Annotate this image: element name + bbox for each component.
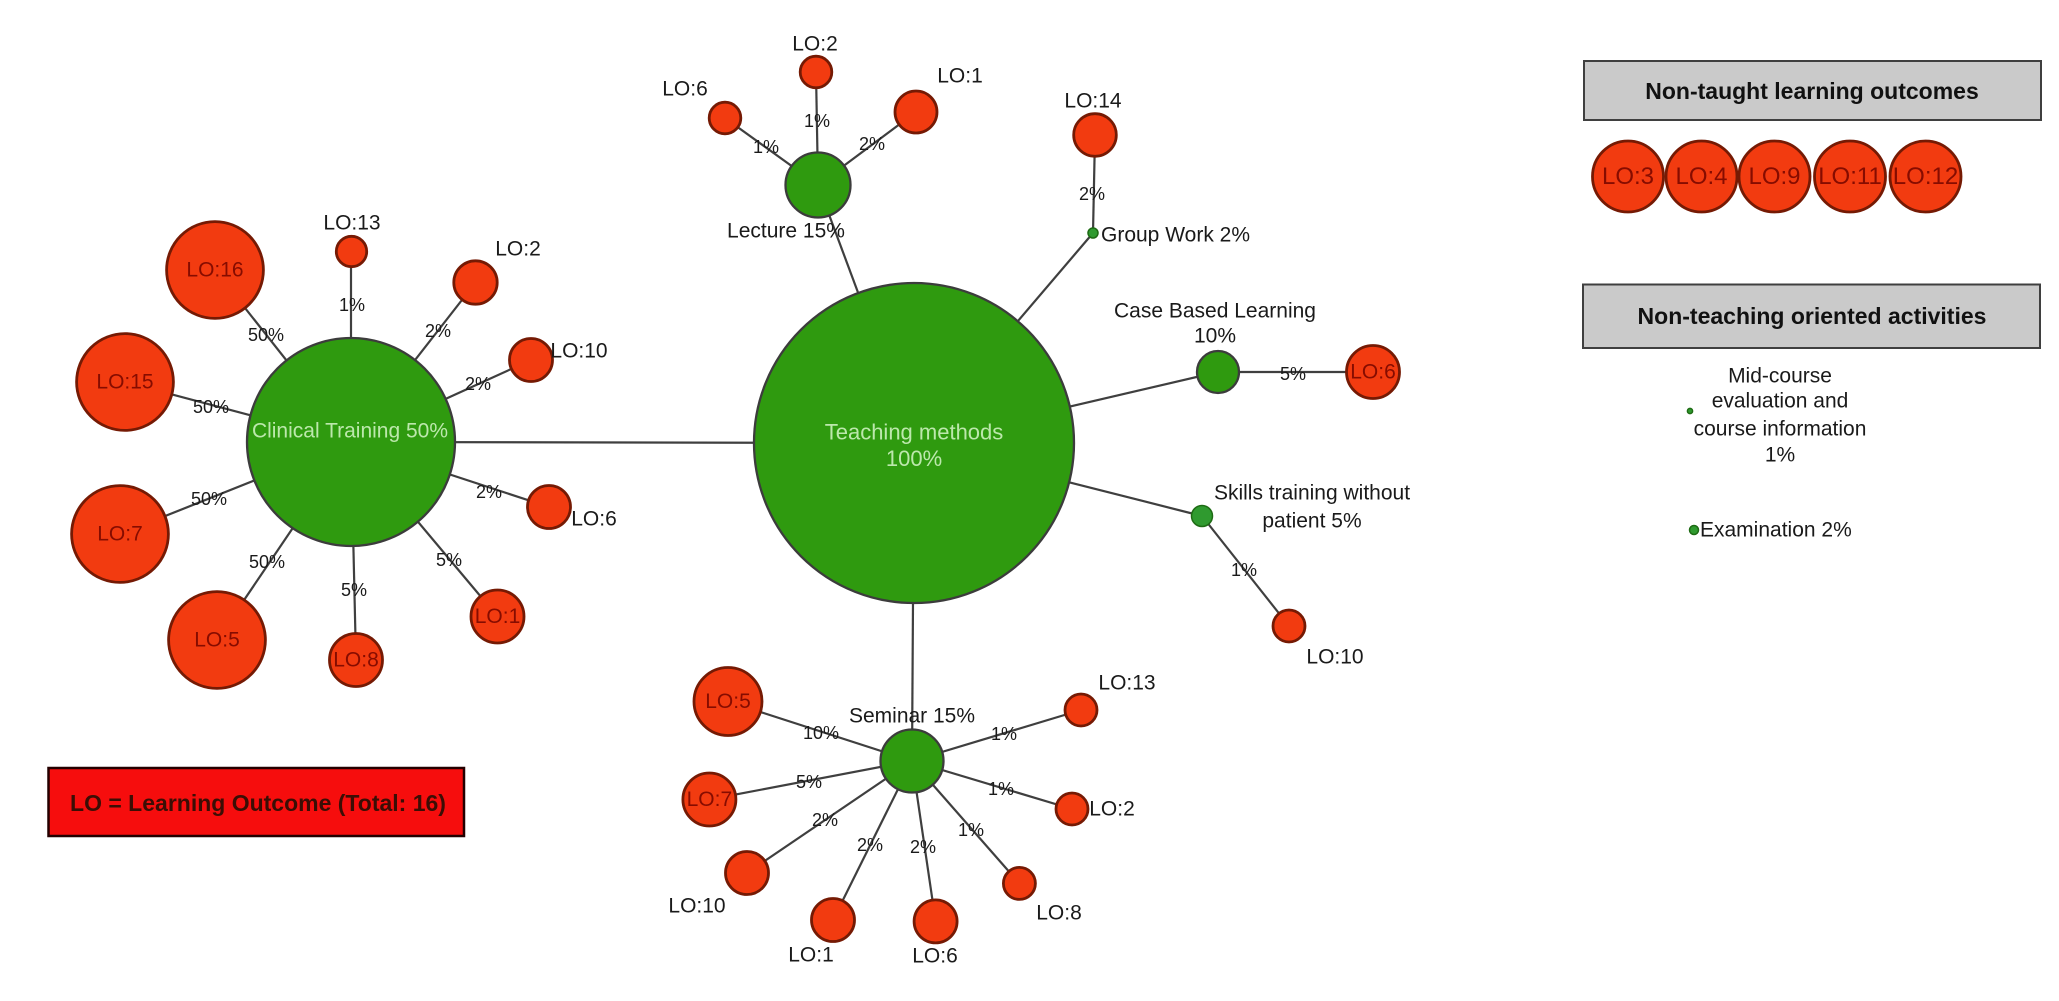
svg-text:1%: 1% — [804, 111, 830, 131]
svg-text:Skills training without: Skills training without — [1214, 482, 1410, 505]
svg-text:1%: 1% — [958, 820, 984, 840]
svg-text:Non-teaching oriented activiti: Non-teaching oriented activities — [1638, 303, 1987, 329]
svg-text:LO:2: LO:2 — [792, 33, 838, 56]
svg-text:LO:6: LO:6 — [912, 945, 958, 968]
svg-text:LO = Learning Outcome (Total:: LO = Learning Outcome (Total: 16) — [70, 790, 446, 816]
svg-text:LO:1: LO:1 — [788, 944, 834, 967]
svg-text:LO:2: LO:2 — [1089, 798, 1135, 821]
svg-text:10%: 10% — [803, 723, 839, 743]
svg-text:LO:16: LO:16 — [186, 259, 243, 282]
svg-text:1%: 1% — [339, 295, 365, 315]
svg-text:LO:10: LO:10 — [1306, 646, 1363, 669]
svg-text:LO:10: LO:10 — [668, 895, 725, 918]
svg-text:1%: 1% — [988, 779, 1014, 799]
svg-text:LO:14: LO:14 — [1064, 90, 1122, 113]
svg-text:LO:9: LO:9 — [1748, 163, 1800, 190]
svg-text:LO:13: LO:13 — [323, 212, 380, 235]
svg-text:50%: 50% — [191, 489, 227, 509]
svg-text:LO:10: LO:10 — [550, 340, 607, 363]
svg-text:LO:1: LO:1 — [475, 605, 521, 628]
svg-text:50%: 50% — [248, 325, 284, 345]
svg-text:50%: 50% — [193, 397, 229, 417]
svg-text:2%: 2% — [476, 482, 502, 502]
svg-text:LO:13: LO:13 — [1098, 672, 1155, 695]
svg-text:LO:8: LO:8 — [1036, 902, 1082, 925]
svg-text:1%: 1% — [1765, 444, 1795, 467]
svg-text:2%: 2% — [859, 134, 885, 154]
svg-text:Case Based Learning: Case Based Learning — [1114, 300, 1316, 323]
svg-text:2%: 2% — [465, 374, 491, 394]
svg-text:2%: 2% — [857, 835, 883, 855]
svg-text:evaluation and: evaluation and — [1712, 390, 1849, 413]
svg-text:Clinical Training 50%: Clinical Training 50% — [252, 420, 448, 443]
svg-text:1%: 1% — [753, 137, 779, 157]
svg-text:Teaching methods: Teaching methods — [825, 420, 1004, 445]
svg-text:patient 5%: patient 5% — [1262, 510, 1361, 533]
svg-text:LO:12: LO:12 — [1893, 163, 1958, 190]
svg-text:5%: 5% — [796, 772, 822, 792]
svg-text:course information: course information — [1694, 418, 1867, 441]
svg-text:LO:6: LO:6 — [1350, 361, 1396, 384]
svg-text:LO:8: LO:8 — [333, 649, 379, 672]
svg-text:Seminar 15%: Seminar 15% — [849, 705, 975, 728]
svg-text:1%: 1% — [1231, 560, 1257, 580]
svg-text:10%: 10% — [1194, 325, 1236, 348]
svg-text:LO:15: LO:15 — [96, 371, 153, 394]
svg-text:Examination 2%: Examination 2% — [1700, 519, 1852, 542]
svg-text:50%: 50% — [249, 552, 285, 572]
svg-text:LO:7: LO:7 — [97, 523, 143, 546]
svg-text:LO:11: LO:11 — [1818, 163, 1882, 190]
svg-text:2%: 2% — [910, 837, 936, 857]
svg-text:LO:4: LO:4 — [1675, 163, 1727, 190]
svg-text:100%: 100% — [886, 446, 942, 471]
svg-text:LO:7: LO:7 — [687, 788, 733, 811]
svg-text:Lecture 15%: Lecture 15% — [727, 220, 845, 243]
svg-text:Non-taught learning outcomes: Non-taught learning outcomes — [1645, 78, 1979, 104]
svg-text:LO:3: LO:3 — [1602, 163, 1654, 190]
svg-text:LO:5: LO:5 — [705, 690, 751, 713]
svg-text:2%: 2% — [425, 321, 451, 341]
svg-text:LO:5: LO:5 — [194, 629, 240, 652]
svg-text:LO:1: LO:1 — [937, 65, 983, 88]
svg-text:LO:6: LO:6 — [571, 508, 617, 531]
svg-text:5%: 5% — [436, 550, 462, 570]
svg-text:Group Work 2%: Group Work 2% — [1101, 224, 1250, 247]
svg-text:1%: 1% — [991, 724, 1017, 744]
svg-text:5%: 5% — [1280, 364, 1306, 384]
svg-text:2%: 2% — [1079, 184, 1105, 204]
svg-text:LO:2: LO:2 — [495, 238, 541, 261]
svg-text:5%: 5% — [341, 580, 367, 600]
svg-text:LO:6: LO:6 — [662, 78, 708, 101]
svg-text:Mid-course: Mid-course — [1728, 365, 1832, 388]
svg-text:2%: 2% — [812, 810, 838, 830]
